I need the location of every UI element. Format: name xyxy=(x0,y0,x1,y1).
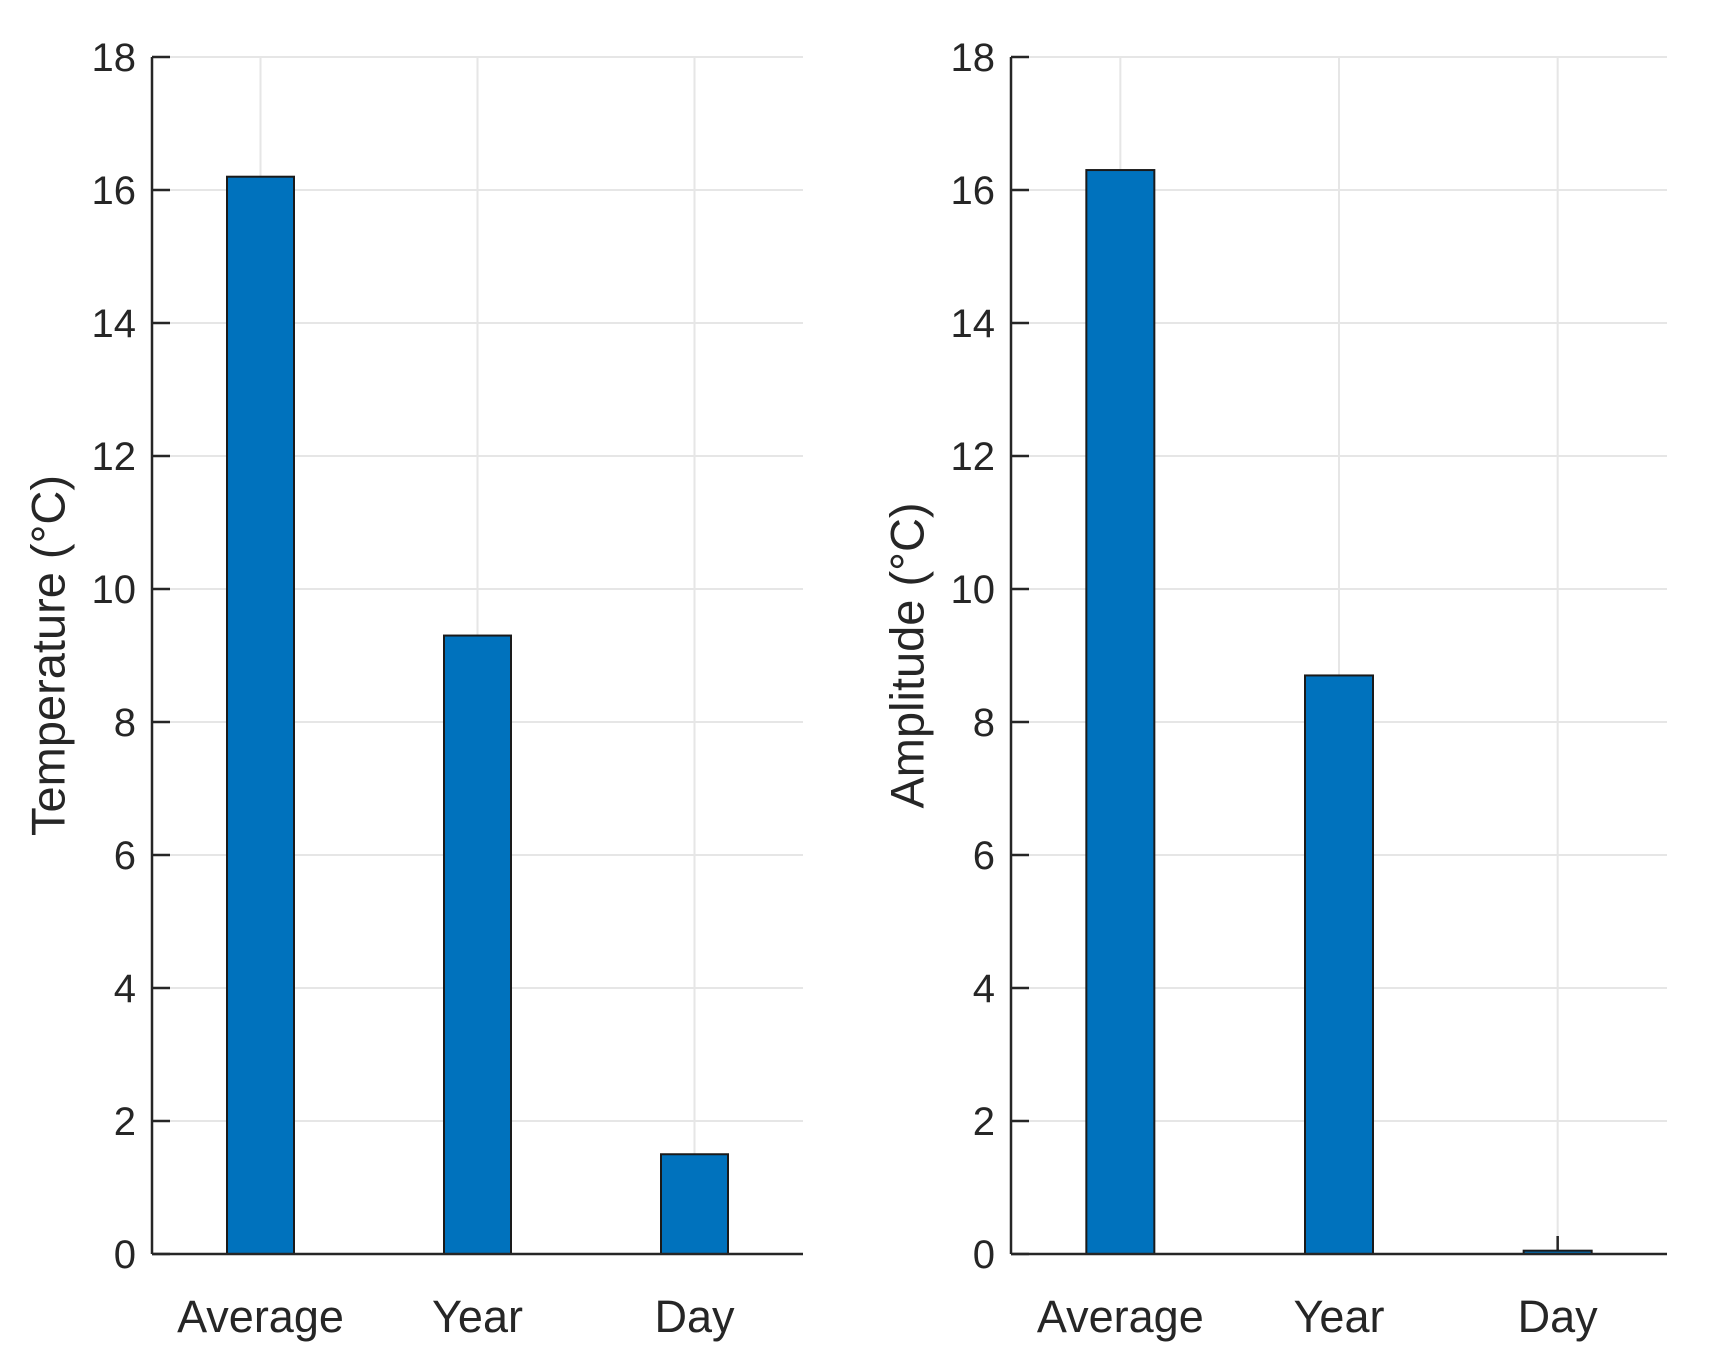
amplitude-bar-chart: 0 2 4 6 8 10 12 14 16 18 Average Year Day Amplitude (… xyxy=(866,0,1732,1354)
x-category-label: Average xyxy=(177,1291,344,1342)
y-tick-label: 4 xyxy=(114,967,136,1011)
y-tick-label: 12 xyxy=(92,435,137,479)
y-tick-label: 10 xyxy=(951,568,996,612)
y-tick-label: 10 xyxy=(92,568,137,612)
y-tick-label: 18 xyxy=(92,36,137,80)
y-tick-label: 14 xyxy=(951,302,996,346)
y-tick-label: 2 xyxy=(114,1100,136,1144)
bar-day xyxy=(660,1153,729,1255)
bar-year xyxy=(1304,674,1374,1255)
y-tick-label: 8 xyxy=(114,701,136,745)
y-tick-label: 14 xyxy=(92,302,137,346)
bar-average xyxy=(1085,169,1156,1255)
bar-average xyxy=(226,175,295,1256)
x-category-label: Day xyxy=(654,1291,735,1342)
y-tick-label: 8 xyxy=(973,701,995,745)
y-axis-label: Temperature (°C) xyxy=(21,475,74,836)
x-category-label: Year xyxy=(432,1291,523,1342)
chart-svg: 0 2 4 6 8 10 12 14 16 18 Average Year Day Temperature… xyxy=(21,36,803,1342)
y-tick-label: 0 xyxy=(114,1233,136,1277)
temperature-bar-chart: 0 2 4 6 8 10 12 14 16 18 Average Year Day Temperature… xyxy=(21,36,803,1342)
chart-svg: 0 2 4 6 8 10 12 14 16 18 Average Year Day Amplitude (… xyxy=(880,36,1667,1342)
x-category-label: Year xyxy=(1294,1291,1385,1342)
y-tick-label: 18 xyxy=(951,36,996,80)
y-tick-label: 16 xyxy=(92,169,137,213)
bar-year xyxy=(443,634,512,1255)
y-axis-label: Amplitude (°C) xyxy=(880,502,933,808)
y-tick-label: 6 xyxy=(114,834,136,878)
x-category-label: Average xyxy=(1037,1291,1204,1342)
y-tick-label: 16 xyxy=(951,169,996,213)
y-tick-label: 4 xyxy=(973,967,995,1011)
y-tick-label: 2 xyxy=(973,1100,995,1144)
x-category-label: Day xyxy=(1518,1291,1599,1342)
y-tick-label: 6 xyxy=(973,834,995,878)
y-tick-label: 12 xyxy=(951,435,996,479)
y-tick-label: 0 xyxy=(973,1233,995,1277)
